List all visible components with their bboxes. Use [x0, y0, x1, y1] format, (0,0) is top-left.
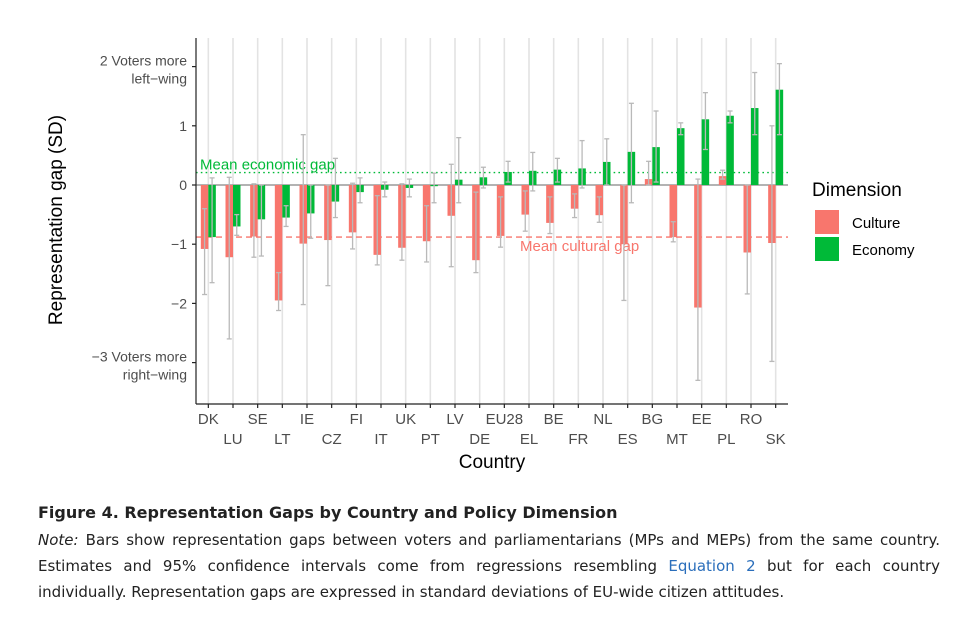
x-tick-label-pl: PL [717, 431, 735, 448]
legend-label-culture: Culture [852, 215, 900, 232]
note-text-part2: but for each country individually. Repre… [38, 557, 940, 601]
y-tick-label--3-line-2: right−wing [123, 367, 187, 383]
bar-culture-pl [718, 176, 727, 185]
bar-culture-lt [274, 185, 283, 301]
y-tick-label-1-line-1: 1 [179, 118, 187, 134]
x-axis-title: Country [459, 452, 526, 473]
y-axis-title: Representation gap (SD) [46, 115, 67, 325]
figure-title: Figure 4. Representation Gaps by Country… [38, 503, 618, 522]
mean-cultural-gap-label: Mean cultural gap [520, 238, 639, 255]
x-tick-label-es: ES [618, 431, 638, 448]
bar-economy-ee [701, 119, 710, 185]
x-tick-label-nl: NL [593, 411, 612, 428]
y-tick-label--1-line-1: −1 [171, 236, 187, 252]
y-tick-label-2-line-2: left−wing [131, 71, 187, 87]
legend: Dimension Culture Economy [812, 180, 915, 261]
legend-title: Dimension [812, 180, 902, 201]
bar-economy-ro [751, 108, 759, 185]
x-tick-label-ro: RO [740, 411, 763, 428]
y-tick-label-2-line-1: 2 Voters more [100, 53, 187, 69]
legend-swatch-economy [815, 237, 839, 261]
representation-gap-chart: Mean economic gap Mean cultural gap 2 Vot… [46, 38, 915, 473]
reference-lines: Mean economic gap Mean cultural gap [196, 157, 788, 255]
equation-link[interactable]: Equation 2 [668, 557, 756, 575]
x-tick-label-dk: DK [198, 411, 219, 428]
x-tick-label-sk: SK [766, 431, 786, 448]
x-tick-label-ie: IE [300, 411, 314, 428]
x-tick-label-lv: LV [446, 411, 463, 428]
x-tick-label-lt: LT [274, 431, 290, 448]
x-tick-label-fr: FR [568, 431, 588, 448]
error-bars [202, 62, 782, 382]
x-tick-label-de: DE [469, 431, 490, 448]
legend-label-economy: Economy [852, 242, 915, 259]
bar-economy-mt [677, 128, 685, 185]
note-label: Note: [38, 531, 79, 549]
x-tick-label-bg: BG [641, 411, 663, 428]
axes [192, 38, 788, 408]
x-tick-label-pt: PT [421, 431, 440, 448]
x-tick-label-lu: LU [223, 431, 242, 448]
x-tick-label-el: EL [520, 431, 538, 448]
bar-economy-sk [775, 89, 784, 185]
x-tick-label-uk: UK [395, 411, 416, 428]
bars [200, 89, 784, 308]
legend-swatch-culture [815, 210, 839, 234]
axis-labels: 2 Voters more left−wing 1 0 −1 −2 −3 Voters mo… [46, 53, 786, 473]
x-tick-label-cz: CZ [322, 431, 342, 448]
mean-economic-gap-label: Mean economic gap [200, 157, 335, 174]
bar-economy-pl [726, 115, 734, 185]
x-tick-label-it: IT [374, 431, 387, 448]
bar-culture-mt [669, 185, 677, 238]
x-tick-label-eu28: EU28 [486, 411, 524, 428]
figure-note: Note: Bars show representation gaps betw… [38, 527, 940, 605]
x-tick-label-mt: MT [666, 431, 688, 448]
note-text-part1: Bars show representation gaps between vo… [38, 531, 940, 575]
y-tick-label--2-line-1: −2 [171, 295, 187, 311]
x-tick-label-se: SE [248, 411, 268, 428]
bar-economy-lu [233, 185, 241, 227]
figure-caption: Figure 4. Representation Gaps by Country… [38, 503, 940, 605]
x-tick-label-ee: EE [692, 411, 712, 428]
y-tick-label-0-line-1: 0 [179, 177, 187, 193]
x-tick-label-be: BE [544, 411, 564, 428]
bar-economy-lt [282, 185, 290, 218]
x-tick-label-fi: FI [350, 411, 363, 428]
y-tick-label--3-line-1: −3 Voters more [92, 349, 188, 365]
